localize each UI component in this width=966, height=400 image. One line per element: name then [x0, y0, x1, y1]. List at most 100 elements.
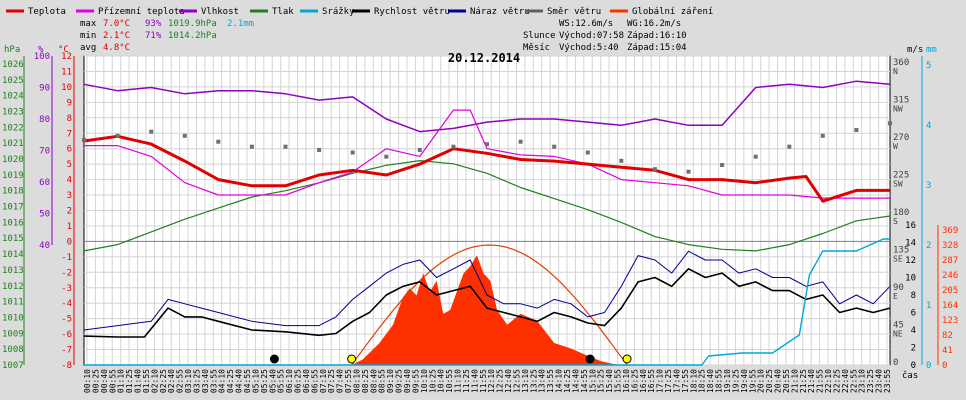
y-tick-wind-direction: 0	[893, 358, 898, 368]
x-tick-label: 15:25	[597, 369, 606, 393]
wind-direction-point	[451, 144, 456, 149]
x-tick-label: 10:40	[437, 369, 446, 393]
x-tick-label: 15:40	[605, 369, 614, 393]
y-tick-radiation: 246	[942, 271, 958, 281]
stats-min-label: min	[80, 31, 96, 41]
y-tick-wind-speed: 8	[911, 291, 916, 301]
x-tick-label: 17:10	[656, 369, 665, 393]
y-tick-wind-direction: 225	[893, 171, 909, 181]
wind-direction-name: N	[893, 67, 898, 76]
legend-label: Přízemní teplota	[98, 7, 185, 17]
ws-value: WS:12.6m/s	[559, 19, 613, 29]
y-tick-temperature: 7	[67, 129, 72, 139]
y-tick-pressure: 1011	[2, 298, 24, 308]
x-tick-label: 09:55	[411, 369, 420, 393]
x-tick-label: 12:55	[512, 369, 521, 393]
x-tick-label: 03:10	[184, 369, 193, 393]
wind-direction-point	[854, 128, 859, 132]
y-tick-rain: 1	[926, 301, 931, 311]
x-tick-label: 07:40	[336, 369, 345, 393]
legend-label: Rychlost větru	[374, 7, 450, 17]
rain-line	[84, 238, 890, 366]
y-tick-radiation: 41	[942, 346, 953, 356]
stats-max-label: max	[80, 19, 97, 29]
x-tick-label: 20:55	[782, 369, 791, 393]
x-tick-label: 17:40	[672, 369, 681, 393]
wg-value: WG:16.2m/s	[627, 19, 681, 29]
y-tick-pressure: 1025	[2, 76, 24, 86]
y-tick-wind-speed: 0	[911, 361, 916, 371]
y-tick-wind-direction: 135	[893, 246, 909, 256]
moon-marker	[585, 354, 595, 364]
x-tick-label: 11:25	[462, 369, 471, 393]
x-tick-label: 21:40	[807, 369, 816, 393]
y-tick-temperature: 4	[67, 176, 72, 186]
chart-title: 20.12.2014	[448, 51, 520, 65]
y-tick-rain: 4	[926, 121, 931, 131]
x-tick-label: 12:25	[496, 369, 505, 393]
x-tick-label: 14:10	[555, 369, 564, 393]
y-tick-temperature: 10	[61, 83, 72, 93]
x-tick-label: 16:25	[630, 369, 639, 393]
y-tick-temperature: -4	[61, 299, 72, 309]
line-series	[82, 80, 892, 366]
wind-direction-point	[182, 133, 187, 138]
y-tick-temperature: 5	[67, 160, 72, 170]
x-tick-label: 14:55	[580, 369, 589, 393]
wind-direction-point	[82, 138, 86, 142]
wind-speed-line	[83, 268, 891, 338]
x-tick-label: 16:10	[622, 369, 631, 393]
x-tick-label: 14:40	[571, 369, 580, 393]
x-tick-label: 16:40	[639, 369, 648, 393]
x-tick-label: 02:40	[167, 369, 176, 393]
y-tick-wind-direction: 315	[893, 96, 909, 106]
x-tick-label: 11:55	[479, 369, 488, 393]
x-tick-label: 22:55	[849, 369, 858, 393]
x-tick-label: 01:10	[117, 369, 126, 393]
y-tick-temperature: 1	[67, 222, 72, 232]
x-tick-label: 20:25	[765, 369, 774, 393]
wind-direction-point	[149, 129, 154, 134]
y-tick-temperature: -3	[61, 284, 72, 294]
rain-axis-label: mm	[926, 45, 937, 55]
x-tick-label: 08:55	[378, 369, 387, 393]
stats-min-temp: 2.1°C	[103, 31, 130, 41]
stats-max-press: 1019.9hPa	[168, 19, 217, 29]
legend-label: Teplota	[28, 7, 66, 17]
wind-direction-point	[115, 133, 120, 138]
sun-moon-markers	[269, 354, 632, 364]
x-tick-label: 05:25	[260, 369, 269, 393]
legend-label: Tlak	[272, 7, 294, 17]
x-tick-label: 13:55	[546, 369, 555, 393]
y-tick-temperature: 9	[67, 98, 72, 108]
temperature-line	[83, 134, 890, 203]
wind-direction-point	[720, 163, 725, 167]
pressure-line	[83, 160, 891, 252]
y-tick-temperature: -2	[61, 268, 72, 278]
wind-direction-point	[619, 158, 624, 163]
x-tick-label: 02:25	[159, 369, 168, 393]
x-tick-label: 05:40	[268, 369, 277, 393]
y-tick-rain: 3	[926, 181, 931, 191]
y-tick-wind-direction: 180	[893, 208, 909, 218]
x-tick-label: 03:25	[192, 369, 201, 393]
x-tick-label: 15:10	[588, 369, 597, 393]
x-tick-label: 23:55	[883, 369, 892, 393]
wind-direction-point	[283, 144, 288, 149]
wind-direction-point	[552, 144, 557, 149]
wind-direction-name: SW	[893, 180, 903, 189]
x-tick-label: 23:40	[875, 369, 884, 393]
x-tick-label: 23:10	[858, 369, 867, 393]
y-tick-wind-direction: 90	[893, 283, 904, 293]
wind-direction-point	[518, 139, 523, 144]
x-tick-label: 00:40	[100, 369, 109, 393]
y-tick-radiation: 287	[942, 256, 958, 266]
x-tick-label: 04:10	[218, 369, 227, 393]
x-tick-label: 09:40	[403, 369, 412, 393]
y-tick-temperature: -8	[61, 361, 72, 371]
wind-direction-name: W	[893, 142, 898, 151]
x-tick-label: 10:25	[428, 369, 437, 393]
wind-direction-name: NE	[893, 330, 903, 339]
wind-direction-point	[350, 150, 355, 155]
wind-direction-point	[585, 150, 590, 155]
